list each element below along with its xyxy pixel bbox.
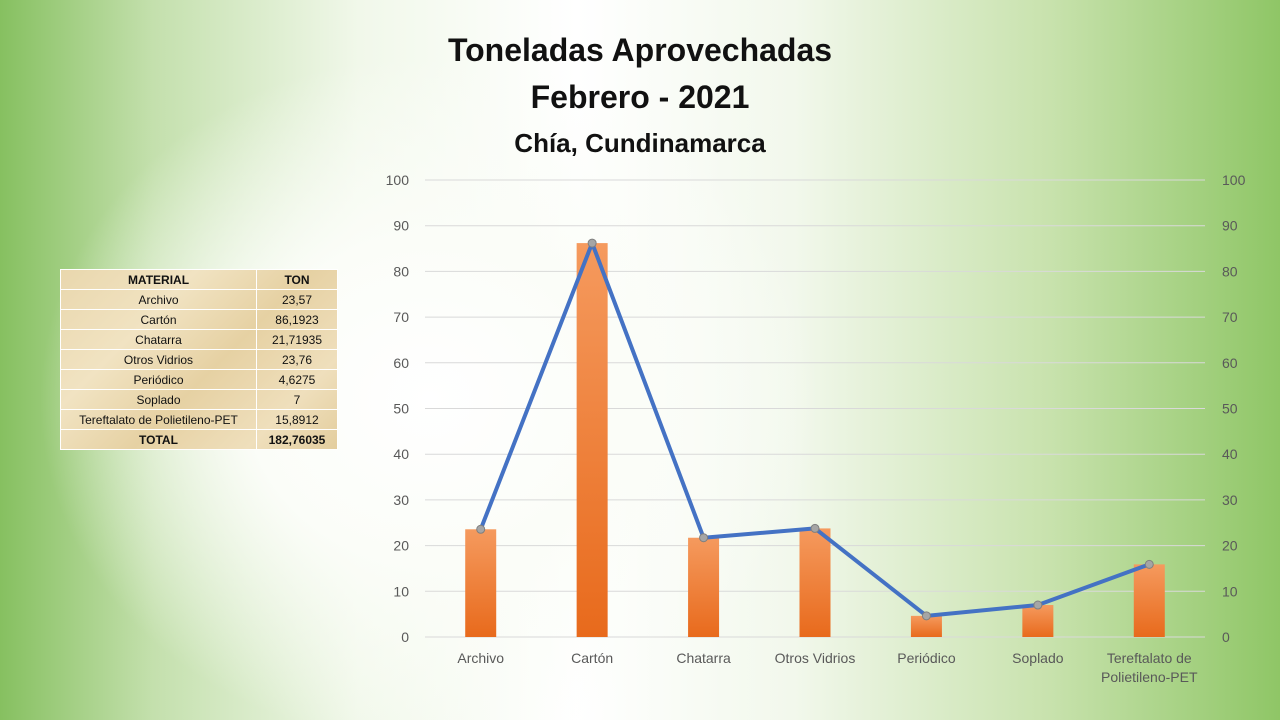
y-tick-label: 70 (393, 309, 409, 325)
line-point (921, 611, 931, 621)
table-total-row: TOTAL 182,76035 (60, 429, 338, 450)
right-y-axis: 0 10 20 30 40 50 60 70 80 90 100 (1222, 172, 1246, 645)
y-tick-label: 20 (393, 538, 409, 554)
ton-cell: 21,71935 (256, 329, 338, 350)
bar-series (465, 243, 1165, 637)
table-row: Archivo 23,57 (60, 289, 338, 310)
y-tick-label: 30 (393, 492, 409, 508)
x-tick-label: Otros Vidrios (775, 650, 856, 666)
bar (688, 537, 720, 637)
material-cell: Tereftalato de Polietileno-PET (60, 409, 257, 430)
ton-cell: 4,6275 (256, 369, 338, 390)
bar (799, 528, 831, 637)
y-tick-label: 10 (393, 583, 409, 599)
y2-tick-label: 40 (1222, 446, 1238, 462)
material-cell: Soplado (60, 389, 257, 410)
bar (465, 529, 497, 637)
material-cell: Cartón (60, 309, 257, 330)
y2-tick-label: 100 (1222, 172, 1246, 188)
line-point (587, 238, 597, 248)
chart-title: Toneladas Aprovechadas (447, 32, 833, 68)
table-row: Cartón 86,1923 (60, 309, 338, 330)
y2-tick-label: 90 (1222, 218, 1238, 234)
line-point (1033, 600, 1043, 610)
x-axis: Archivo Cartón Chatarra Otros Vidrios Periód… (457, 650, 1198, 685)
material-cell: Periódico (60, 369, 257, 390)
y-tick-label: 90 (393, 218, 409, 234)
bar (910, 615, 942, 637)
line-point (1144, 559, 1154, 569)
ton-cell: 7 (256, 389, 338, 410)
ton-cell: 23,76 (256, 349, 338, 370)
bar (576, 243, 608, 637)
header-material: MATERIAL (60, 269, 257, 290)
x-tick-label: Cartón (571, 650, 613, 666)
y2-tick-label: 20 (1222, 538, 1238, 554)
table-row: Periódico 4,6275 (60, 369, 338, 390)
y2-tick-label: 60 (1222, 355, 1238, 371)
x-tick-label: Soplado (1012, 650, 1064, 666)
line-point (476, 524, 486, 534)
table-row: Otros Vidrios 23,76 (60, 349, 338, 370)
y2-tick-label: 30 (1222, 492, 1238, 508)
table-row: Soplado 7 (60, 389, 338, 410)
bar (1133, 564, 1165, 637)
x-tick-label: Chatarra (676, 650, 731, 666)
y2-tick-label: 70 (1222, 309, 1238, 325)
header-ton: TON (256, 269, 338, 290)
left-y-axis: 0 10 20 30 40 50 60 70 80 90 100 (386, 172, 410, 645)
combo-chart: 0 10 20 30 40 50 60 70 80 90 100 0 10 20 30 40 50 60 70 80… (386, 172, 1246, 685)
y2-tick-label: 0 (1222, 629, 1230, 645)
ton-cell: 15,8912 (256, 409, 338, 430)
line-point (810, 523, 820, 533)
total-label: TOTAL (60, 429, 257, 450)
y2-tick-label: 50 (1222, 401, 1238, 417)
y-tick-label: 50 (393, 401, 409, 417)
x-tick-label: Tereftalato de Polietileno-PET (1101, 650, 1198, 685)
material-cell: Chatarra (60, 329, 257, 350)
table-row: Chatarra 21,71935 (60, 329, 338, 350)
ton-cell: 23,57 (256, 289, 338, 310)
y-tick-label: 80 (393, 263, 409, 279)
y2-tick-label: 80 (1222, 263, 1238, 279)
y-tick-label: 60 (393, 355, 409, 371)
ton-cell: 86,1923 (256, 309, 338, 330)
y-tick-label: 40 (393, 446, 409, 462)
gridlines (425, 179, 1205, 638)
y-tick-label: 100 (386, 172, 410, 188)
materials-table: MATERIAL TON Archivo 23,57 Cartón 86,192… (60, 269, 338, 450)
material-cell: Archivo (60, 289, 257, 310)
line-series (476, 238, 1154, 621)
x-tick-label: Archivo (457, 650, 504, 666)
chart-subtitle-date: Febrero - 2021 (530, 79, 750, 115)
x-tick-label: Periódico (897, 650, 956, 666)
y-tick-label: 0 (401, 629, 409, 645)
chart-subtitle-location: Chía, Cundinamarca (514, 128, 766, 158)
line-point (699, 533, 709, 543)
table-row: Tereftalato de Polietileno-PET 15,8912 (60, 409, 338, 430)
y2-tick-label: 10 (1222, 583, 1238, 599)
bar (1022, 605, 1054, 637)
material-cell: Otros Vidrios (60, 349, 257, 370)
table-header-row: MATERIAL TON (60, 269, 338, 290)
total-value: 182,76035 (256, 429, 338, 450)
